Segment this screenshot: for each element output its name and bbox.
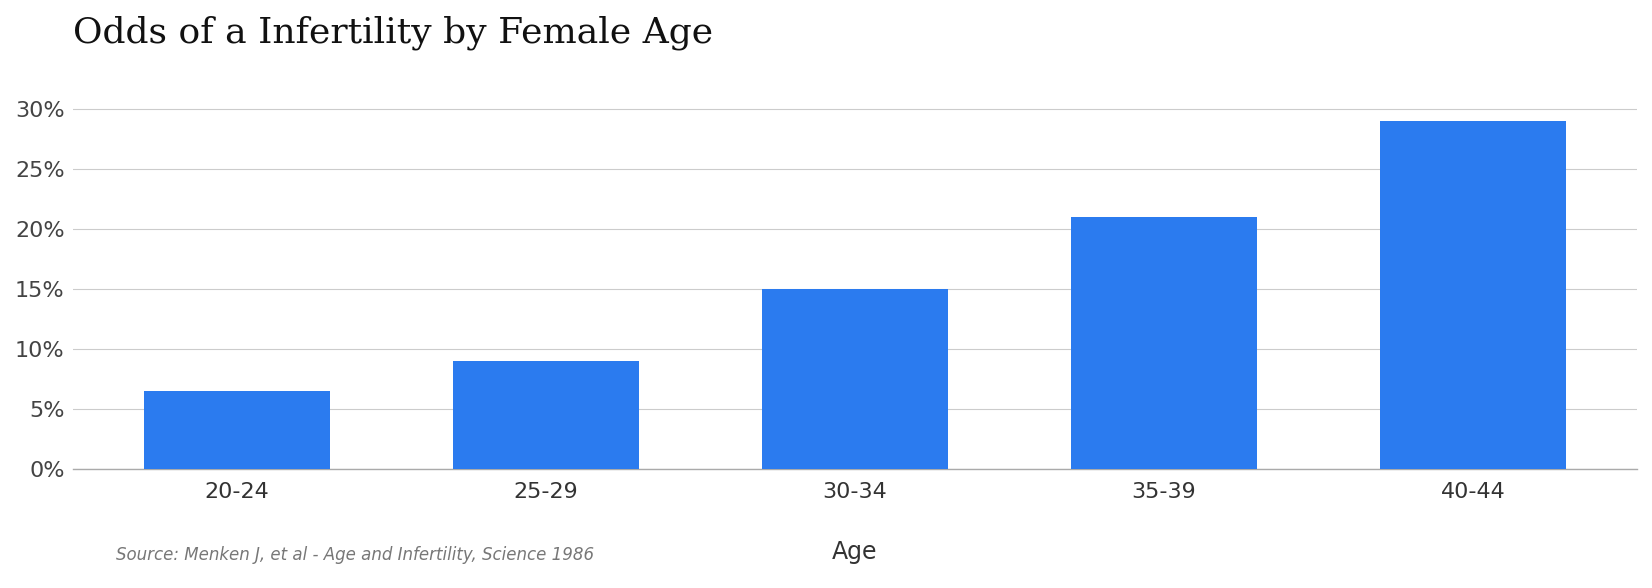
Text: Odds of a Infertility by Female Age: Odds of a Infertility by Female Age [73, 15, 714, 49]
Bar [144, 390, 329, 469]
Bar [762, 289, 948, 469]
Text: Source: Menken J, et al - Age and Infertility, Science 1986: Source: Menken J, et al - Age and Infert… [116, 546, 593, 564]
Bar [1072, 217, 1257, 469]
Text: Age: Age [833, 540, 877, 564]
Bar [1381, 121, 1566, 469]
Bar [453, 360, 639, 469]
